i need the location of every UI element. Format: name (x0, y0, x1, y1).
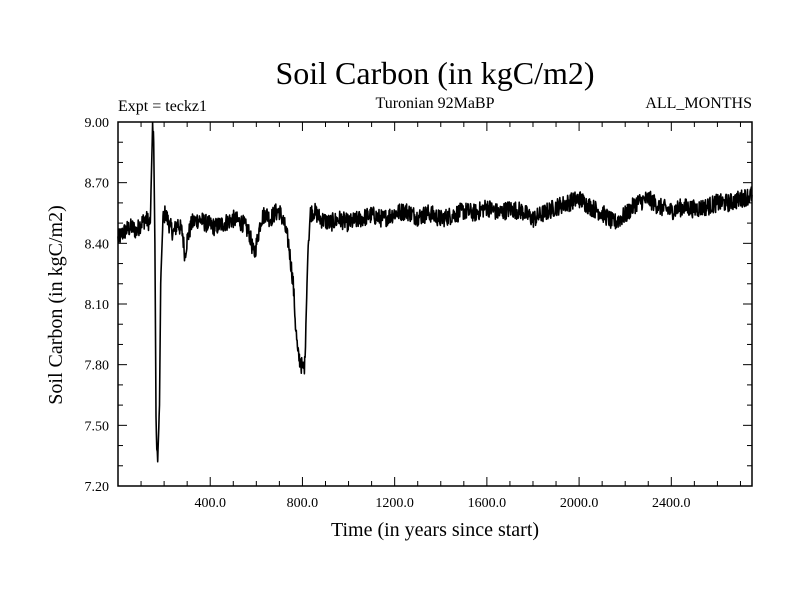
subtitle-center: Turonian 92MaBP (376, 95, 495, 112)
x-tick-label: 2000.0 (560, 496, 599, 511)
plot-area: 400.0 800.0 1200.0 1600.0 2000.0 2400.0 7.20 7.… (85, 116, 753, 511)
subtitle-right: ALL_MONTHS (645, 95, 752, 112)
plot-frame (117, 121, 753, 487)
series-line-soil-carbon (117, 121, 753, 463)
y-tick-label: 9.00 (85, 116, 110, 131)
y-tick-label: 7.50 (85, 419, 110, 434)
chart-title: Soil Carbon (in kgC/m2) (275, 55, 594, 91)
x-tick-label: 1600.0 (468, 496, 507, 511)
x-tick-label: 800.0 (287, 496, 319, 511)
y-tick-label: 8.40 (85, 237, 110, 252)
y-tick-label: 8.70 (85, 177, 110, 192)
y-tick-label: 8.10 (85, 298, 110, 313)
subtitle-left: Expt = teckz1 (118, 98, 207, 115)
y-axis-label: Soil Carbon (in kgC/m2) (45, 205, 67, 404)
y-tick-label: 7.80 (85, 359, 110, 374)
y-tick-label: 7.20 (85, 480, 110, 495)
x-axis-label: Time (in years since start) (331, 519, 539, 541)
x-tick-label: 400.0 (194, 496, 226, 511)
x-tick-label: 1200.0 (375, 496, 414, 511)
x-tick-label: 2400.0 (652, 496, 691, 511)
